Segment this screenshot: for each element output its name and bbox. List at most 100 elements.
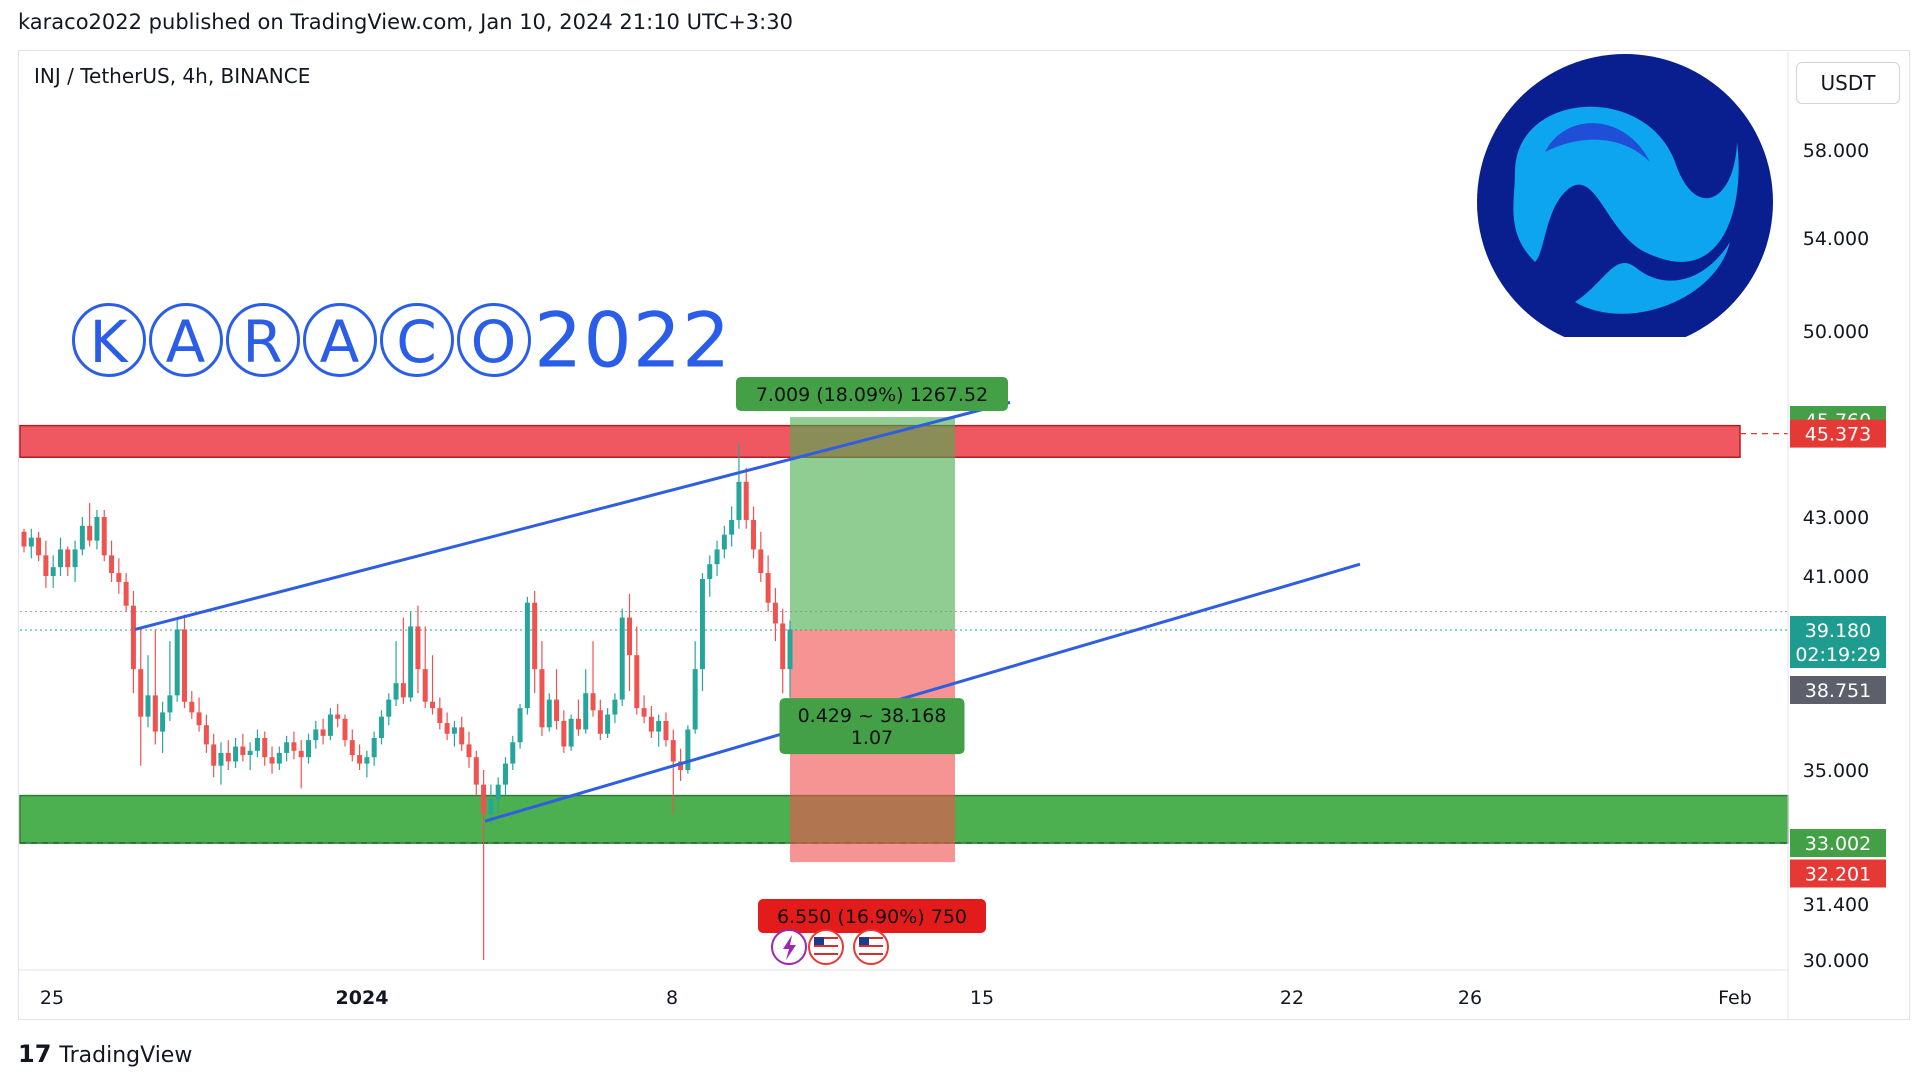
candle-body [87,525,93,541]
us-flag-event-icon [808,929,844,965]
price-tag-label: 38.751 [1805,680,1871,702]
candle-body [174,629,180,696]
profit-label-text: 7.009 (18.09%) 1267.52 [756,384,988,406]
price-tick-label: 54.000 [1803,228,1869,250]
price-tick-label: 41.000 [1803,566,1869,588]
candle-body [189,701,195,713]
candle-body [386,699,392,717]
price-tick-label: 35.000 [1803,760,1869,782]
candle-body [43,555,49,576]
candle-body [240,746,246,756]
tradingview-brand[interactable]: 17 TradingView [18,1040,192,1068]
candle-body [430,701,436,709]
candle-body [36,537,42,556]
candle-body [254,738,260,751]
price-tag-label: 33.002 [1805,833,1871,855]
candle-body [612,699,618,715]
candle-body [400,683,406,698]
channel-upper-line [134,400,1011,631]
candle-body [408,626,414,698]
flag-canton [859,937,869,945]
tradingview-logo-icon: 17 [18,1040,52,1068]
currency-unit-button[interactable]: USDT [1796,62,1900,104]
candle-body [393,683,399,700]
candle-body [751,519,757,550]
candle-body [262,738,268,758]
candle-body [619,617,625,700]
candle-body [743,481,749,520]
price-tick-label: 30.000 [1803,950,1869,972]
chart-frame [18,50,1910,1020]
risk-reward-label-text: 1.07 [851,727,893,749]
candle-body [130,605,136,670]
channel-lower-line [484,562,1361,823]
candle-body [72,549,78,568]
candle-body [510,742,516,764]
flag-stripe [814,937,838,939]
watermark-letter: A [149,303,223,377]
lightning-event-icon [771,929,807,965]
candle-body [444,723,450,734]
candle-body [641,708,647,717]
candle-body [320,729,326,736]
position-labels-layer: 7.009 (18.09%) 1267.52 0.429 ~ 38.1681.07… [736,376,1008,933]
candle-body [692,669,698,730]
candle-body [415,626,421,670]
candle-body [422,669,428,702]
flag-stripe [814,945,838,947]
candle-body [378,716,384,739]
flag-stripe [814,941,838,943]
candle-body [481,784,487,814]
candle-body [357,755,363,764]
candle-body [57,549,63,568]
candle-body [561,720,567,747]
flag-stripe [814,953,838,955]
price-tick-label: 50.000 [1803,321,1869,343]
candle-body [284,742,290,753]
candle-body [605,714,611,734]
candle-body [634,655,640,709]
candle-body [298,750,304,758]
price-tick-label: 58.000 [1803,140,1869,162]
time-tick-label: 15 [970,987,994,1009]
candle-body [28,537,34,547]
candle-body [327,714,333,736]
candle-body [276,752,282,764]
time-tick-label: 25 [40,987,64,1009]
candle-body [648,716,654,732]
candle-body [568,718,574,747]
candle-body [181,629,187,702]
candle-body [160,712,166,732]
candle-body [466,744,472,758]
price-tag-countdown: 02:19:29 [1795,644,1880,666]
candle-body [721,534,727,550]
candle-body [707,564,713,579]
long-position-tool [790,417,955,863]
price-tag-bg [1790,616,1886,668]
flag-stripe [859,937,883,939]
tradingview-brand-text: TradingView [59,1043,193,1068]
candle-body [145,695,151,717]
candle-body [291,742,297,751]
candle-body [167,695,173,713]
candle-body [109,555,115,574]
price-tick-label: 43.000 [1803,507,1869,529]
price-tag-bg [1790,676,1886,704]
candle-body [488,799,494,814]
candle-body [196,712,202,726]
candle-body [225,752,231,762]
candle-body [736,481,742,520]
candle-body [473,757,479,785]
candle-body [152,695,158,732]
candle-body [123,581,129,606]
watermark-letter: O [457,303,531,377]
candle-body [65,549,71,568]
watermark-letter: R [226,303,300,377]
candle-body [554,699,560,721]
symbol-label[interactable]: INJ / TetherUS, 4h, BINANCE [34,64,311,88]
candle-body [656,720,662,732]
candle-body [597,710,603,734]
candle-body [575,718,581,730]
flag-canton [814,937,824,945]
